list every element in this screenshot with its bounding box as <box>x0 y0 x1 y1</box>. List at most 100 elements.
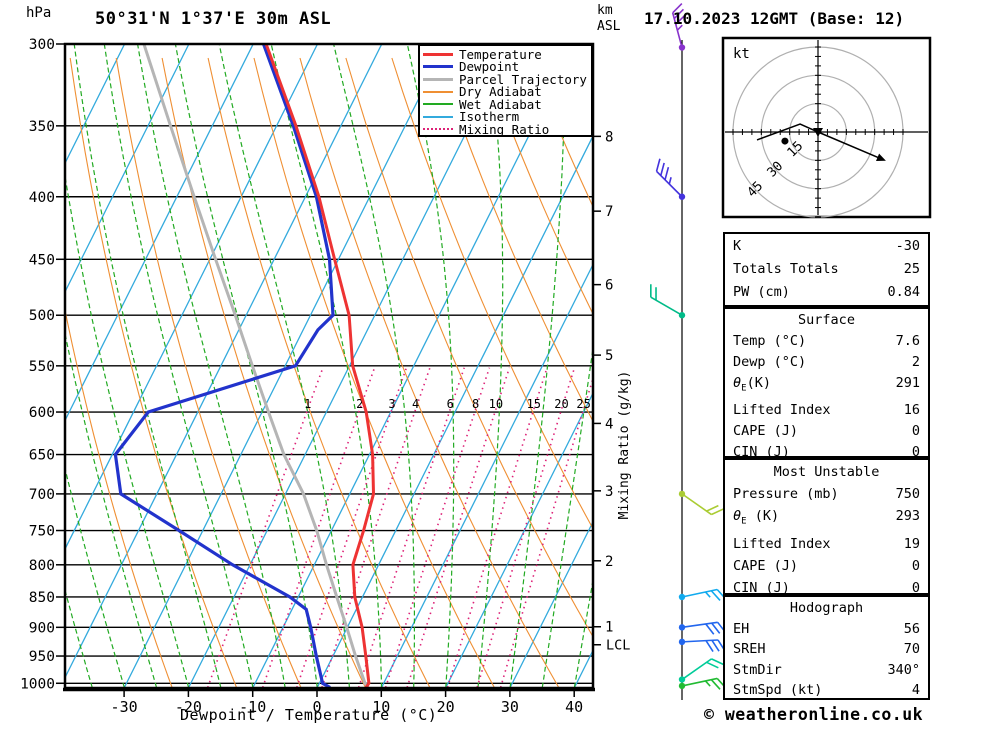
row-label: Temp (°C) <box>733 333 807 349</box>
temp-tick-label: 40 <box>565 698 583 716</box>
legend-label: Dewpoint <box>459 59 520 75</box>
barb-full-tick <box>711 508 724 516</box>
mixing-ratio-value-label: 10 <box>489 397 503 411</box>
row-value: 0 <box>911 422 920 439</box>
isotherm-line <box>66 45 190 292</box>
dry-adiabat-line <box>161 57 366 688</box>
wind-barb <box>650 284 686 319</box>
table-row: K -30 <box>733 235 920 258</box>
mixing-ratio-line <box>384 367 491 688</box>
mixing-ratio-line <box>296 367 408 688</box>
table-row: Lifted Index 19 <box>733 533 920 555</box>
pressure-tick-label: 800 <box>29 558 55 574</box>
km-tick-label: 7 <box>605 204 613 220</box>
mixing-ratio-line <box>321 367 431 688</box>
legend-swatch-dotted <box>423 128 453 131</box>
dry-adiabat-line <box>207 57 431 688</box>
pressure-tick-label: 700 <box>29 487 55 503</box>
isotherm-line <box>66 45 318 549</box>
pressure-tick-label: 450 <box>29 252 55 268</box>
row-value: 750 <box>895 486 920 502</box>
table-row: StmSpd (kt) 4 <box>733 680 920 701</box>
wet-adiabat-line <box>541 351 592 688</box>
table-row: Totals Totals 25 <box>733 258 920 281</box>
barb-full-tick <box>710 590 721 601</box>
temp-tick-label: 10 <box>372 698 390 716</box>
row-value: 19 <box>903 535 920 552</box>
row-label: CIN (J) <box>733 443 790 460</box>
dry-adiabat-line <box>115 57 302 688</box>
isotherm-line <box>66 45 254 420</box>
row-value: 56 <box>903 620 920 637</box>
row-value: 7.6 <box>895 333 920 349</box>
pressure-tick-label: 500 <box>29 308 55 324</box>
legend-swatch-solid <box>423 90 453 93</box>
legend-item: Wet Adiabat <box>423 97 588 112</box>
barb-staff <box>655 170 683 198</box>
wet-adiabat-line <box>270 45 383 688</box>
legend-swatch-solid <box>423 52 453 56</box>
isotherm-line <box>316 136 592 688</box>
mixing-ratio-value-label: 15 <box>527 397 541 411</box>
barb-base-dot <box>678 638 686 646</box>
surface-table: Surface Temp (°C) 7.6 Dewp (°C) 2 θE(K) 291 Lif… <box>723 307 930 460</box>
pressure-tick-label: 600 <box>29 405 55 421</box>
mixing-ratio-value-label: 2 <box>356 397 363 411</box>
legend-item: Mixing Ratio <box>423 121 588 137</box>
dry-adiabat-line <box>345 57 592 637</box>
wet-adiabat-line <box>103 45 254 688</box>
mixing-ratio-value-label: 4 <box>412 397 419 411</box>
barb-full-tick <box>672 2 683 14</box>
temp-tick-label: 20 <box>437 698 455 716</box>
barb-full-tick <box>705 640 714 652</box>
mixing-ratio-line <box>261 367 376 688</box>
table-row: StmDir 340° <box>733 660 920 681</box>
hodograph-arrowhead <box>876 153 886 161</box>
barb-base-dot <box>678 624 686 631</box>
hodograph-level-dot <box>781 137 789 145</box>
row-label: Lifted Index <box>733 401 831 418</box>
table-title: Hodograph <box>789 600 864 616</box>
wind-barb <box>678 621 727 635</box>
legend-label: Mixing Ratio <box>459 121 550 137</box>
isotherm-line <box>123 45 447 688</box>
table-row: CIN (J) 0 <box>733 442 920 463</box>
barb-full-tick <box>710 679 721 690</box>
legend-label: Temperature <box>459 46 542 62</box>
table-row: Pressure (mb) 750 <box>733 483 920 505</box>
row-value: 0 <box>911 443 920 460</box>
row-value: 291 <box>895 375 920 391</box>
altitude-unit-asl: ASL <box>597 19 621 34</box>
barb-base-dot <box>678 312 686 319</box>
wind-barb <box>678 638 726 652</box>
isotherm-line <box>66 45 383 678</box>
wind-barb <box>678 588 727 601</box>
table-title: Most Unstable <box>773 464 880 480</box>
hodograph-unit-label: kt <box>733 46 750 62</box>
table-row: EH 56 <box>733 619 920 640</box>
row-label: θE(K) <box>733 375 771 394</box>
legend-label: Parcel Trajectory <box>459 71 587 87</box>
barb-full-tick <box>706 504 719 512</box>
pressure-tick-label: 300 <box>29 37 55 53</box>
hodograph-trace <box>756 123 881 160</box>
barb-full-tick <box>705 623 715 635</box>
table-row: CIN (J) 0 <box>733 577 920 599</box>
barb-full-tick <box>660 162 665 176</box>
mixing-ratio-value-label: 6 <box>447 397 454 411</box>
x-axis-title: Dewpoint / Temperature (°C) <box>180 706 438 724</box>
barb-half-tick <box>704 680 711 687</box>
row-label: Dewp (°C) <box>733 354 807 370</box>
pressure-tick-label: 350 <box>29 119 55 135</box>
row-label: StmDir <box>733 661 782 678</box>
wind-barb <box>655 158 686 200</box>
mixing-ratio-value-label: 20 <box>554 397 568 411</box>
barb-base-dot <box>678 676 686 683</box>
temp-tick-label: 0 <box>312 698 321 716</box>
wet-adiabat-line <box>66 335 158 688</box>
row-value: 0.84 <box>887 284 920 300</box>
km-tick-label: 6 <box>605 278 613 294</box>
wet-adiabat-line <box>66 470 125 688</box>
km-tick-label: 8 <box>605 129 613 145</box>
